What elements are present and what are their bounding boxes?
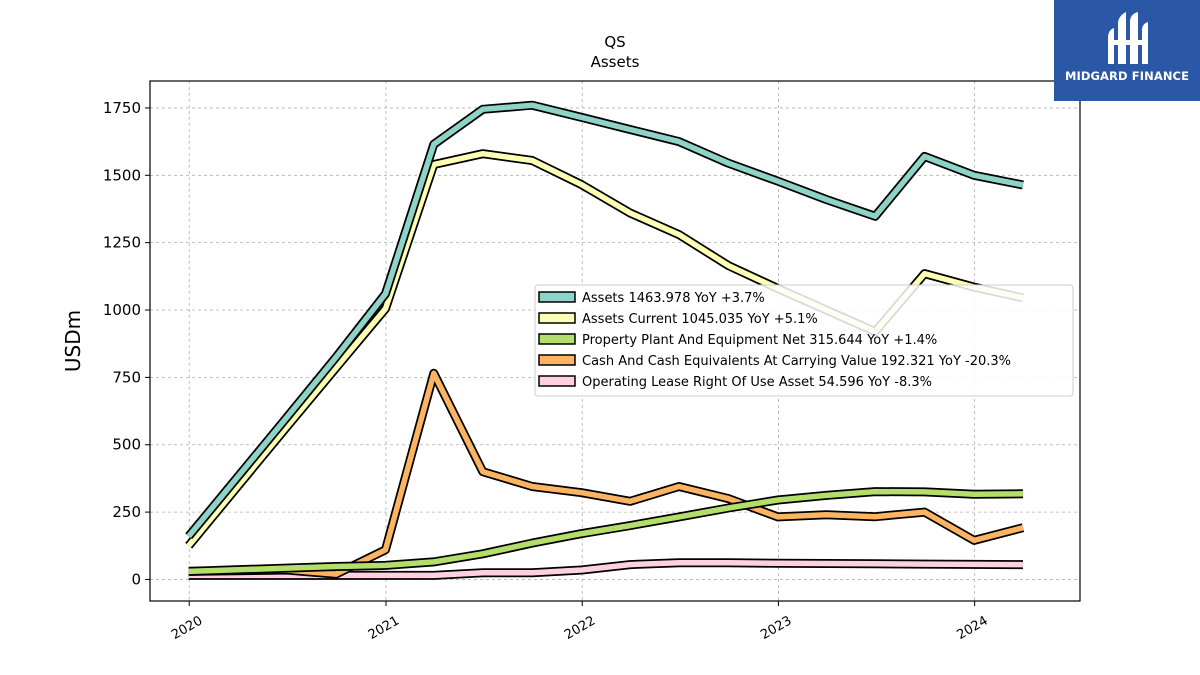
x-tick-label: 2020 — [169, 613, 205, 643]
legend-label: Assets Current 1045.035 YoY +5.1% — [582, 312, 818, 327]
y-tick-label: 1000 — [103, 301, 141, 319]
brand-logo: MIDGARD FINANCE — [1054, 0, 1200, 101]
legend-swatch — [538, 312, 576, 324]
legend-item: Assets 1463.978 YoY +3.7% — [538, 291, 765, 306]
x-tick-label: 2024 — [954, 613, 990, 643]
legend-item: Assets Current 1045.035 YoY +5.1% — [538, 312, 818, 327]
y-axis-label: USDm — [61, 310, 85, 372]
legend-label: Cash And Cash Equivalents At Carrying Va… — [582, 354, 1011, 369]
chart-title: QS — [604, 33, 625, 51]
y-tick-label: 250 — [112, 503, 141, 521]
y-tick-label: 1500 — [103, 166, 141, 184]
legend-item: Cash And Cash Equivalents At Carrying Va… — [538, 354, 1011, 369]
series-stroke — [188, 370, 1024, 577]
x-tick-label: 2021 — [366, 613, 402, 643]
y-axis: 0 250 500 750 1000 1250 1500 1750 — [103, 99, 150, 588]
y-tick-label: 750 — [112, 368, 141, 386]
series-outline — [188, 368, 1025, 579]
x-tick-label: 2023 — [758, 613, 794, 643]
brand-name: MIDGARD FINANCE — [1064, 69, 1190, 83]
plot-frame — [149, 80, 1081, 602]
legend-swatch — [538, 375, 576, 387]
y-tick-label: 1750 — [103, 99, 141, 117]
series-line — [188, 368, 1025, 579]
series-stroke — [188, 488, 1024, 575]
series-line — [188, 487, 1024, 576]
series-line — [185, 100, 1024, 540]
legend-label: Operating Lease Right Of Use Asset 54.59… — [582, 375, 932, 390]
legend-item: Operating Lease Right Of Use Asset 54.59… — [538, 375, 932, 390]
x-tick-label: 2022 — [562, 613, 598, 643]
legend-label: Assets 1463.978 YoY +3.7% — [582, 291, 765, 306]
y-tick-label: 500 — [112, 436, 141, 454]
y-tick-label: 1250 — [103, 234, 141, 252]
series-stroke — [188, 559, 1024, 579]
series-line — [188, 558, 1024, 580]
legend: Assets 1463.978 YoY +3.7% Assets Current … — [534, 284, 1074, 397]
series-stroke — [186, 102, 1024, 539]
legend-swatch — [538, 354, 576, 366]
legend-label: Property Plant And Equipment Net 315.644… — [582, 333, 937, 348]
y-tick-label: 0 — [131, 570, 141, 588]
legend-swatch — [538, 333, 576, 345]
legend-box — [534, 284, 1074, 397]
x-axis: 2020 2021 2022 2023 2024 — [169, 601, 991, 643]
legend-swatch — [538, 291, 576, 303]
chart-subtitle: Assets — [591, 53, 640, 71]
brand-mark-icon — [1108, 12, 1148, 64]
legend-item: Property Plant And Equipment Net 315.644… — [538, 333, 937, 348]
